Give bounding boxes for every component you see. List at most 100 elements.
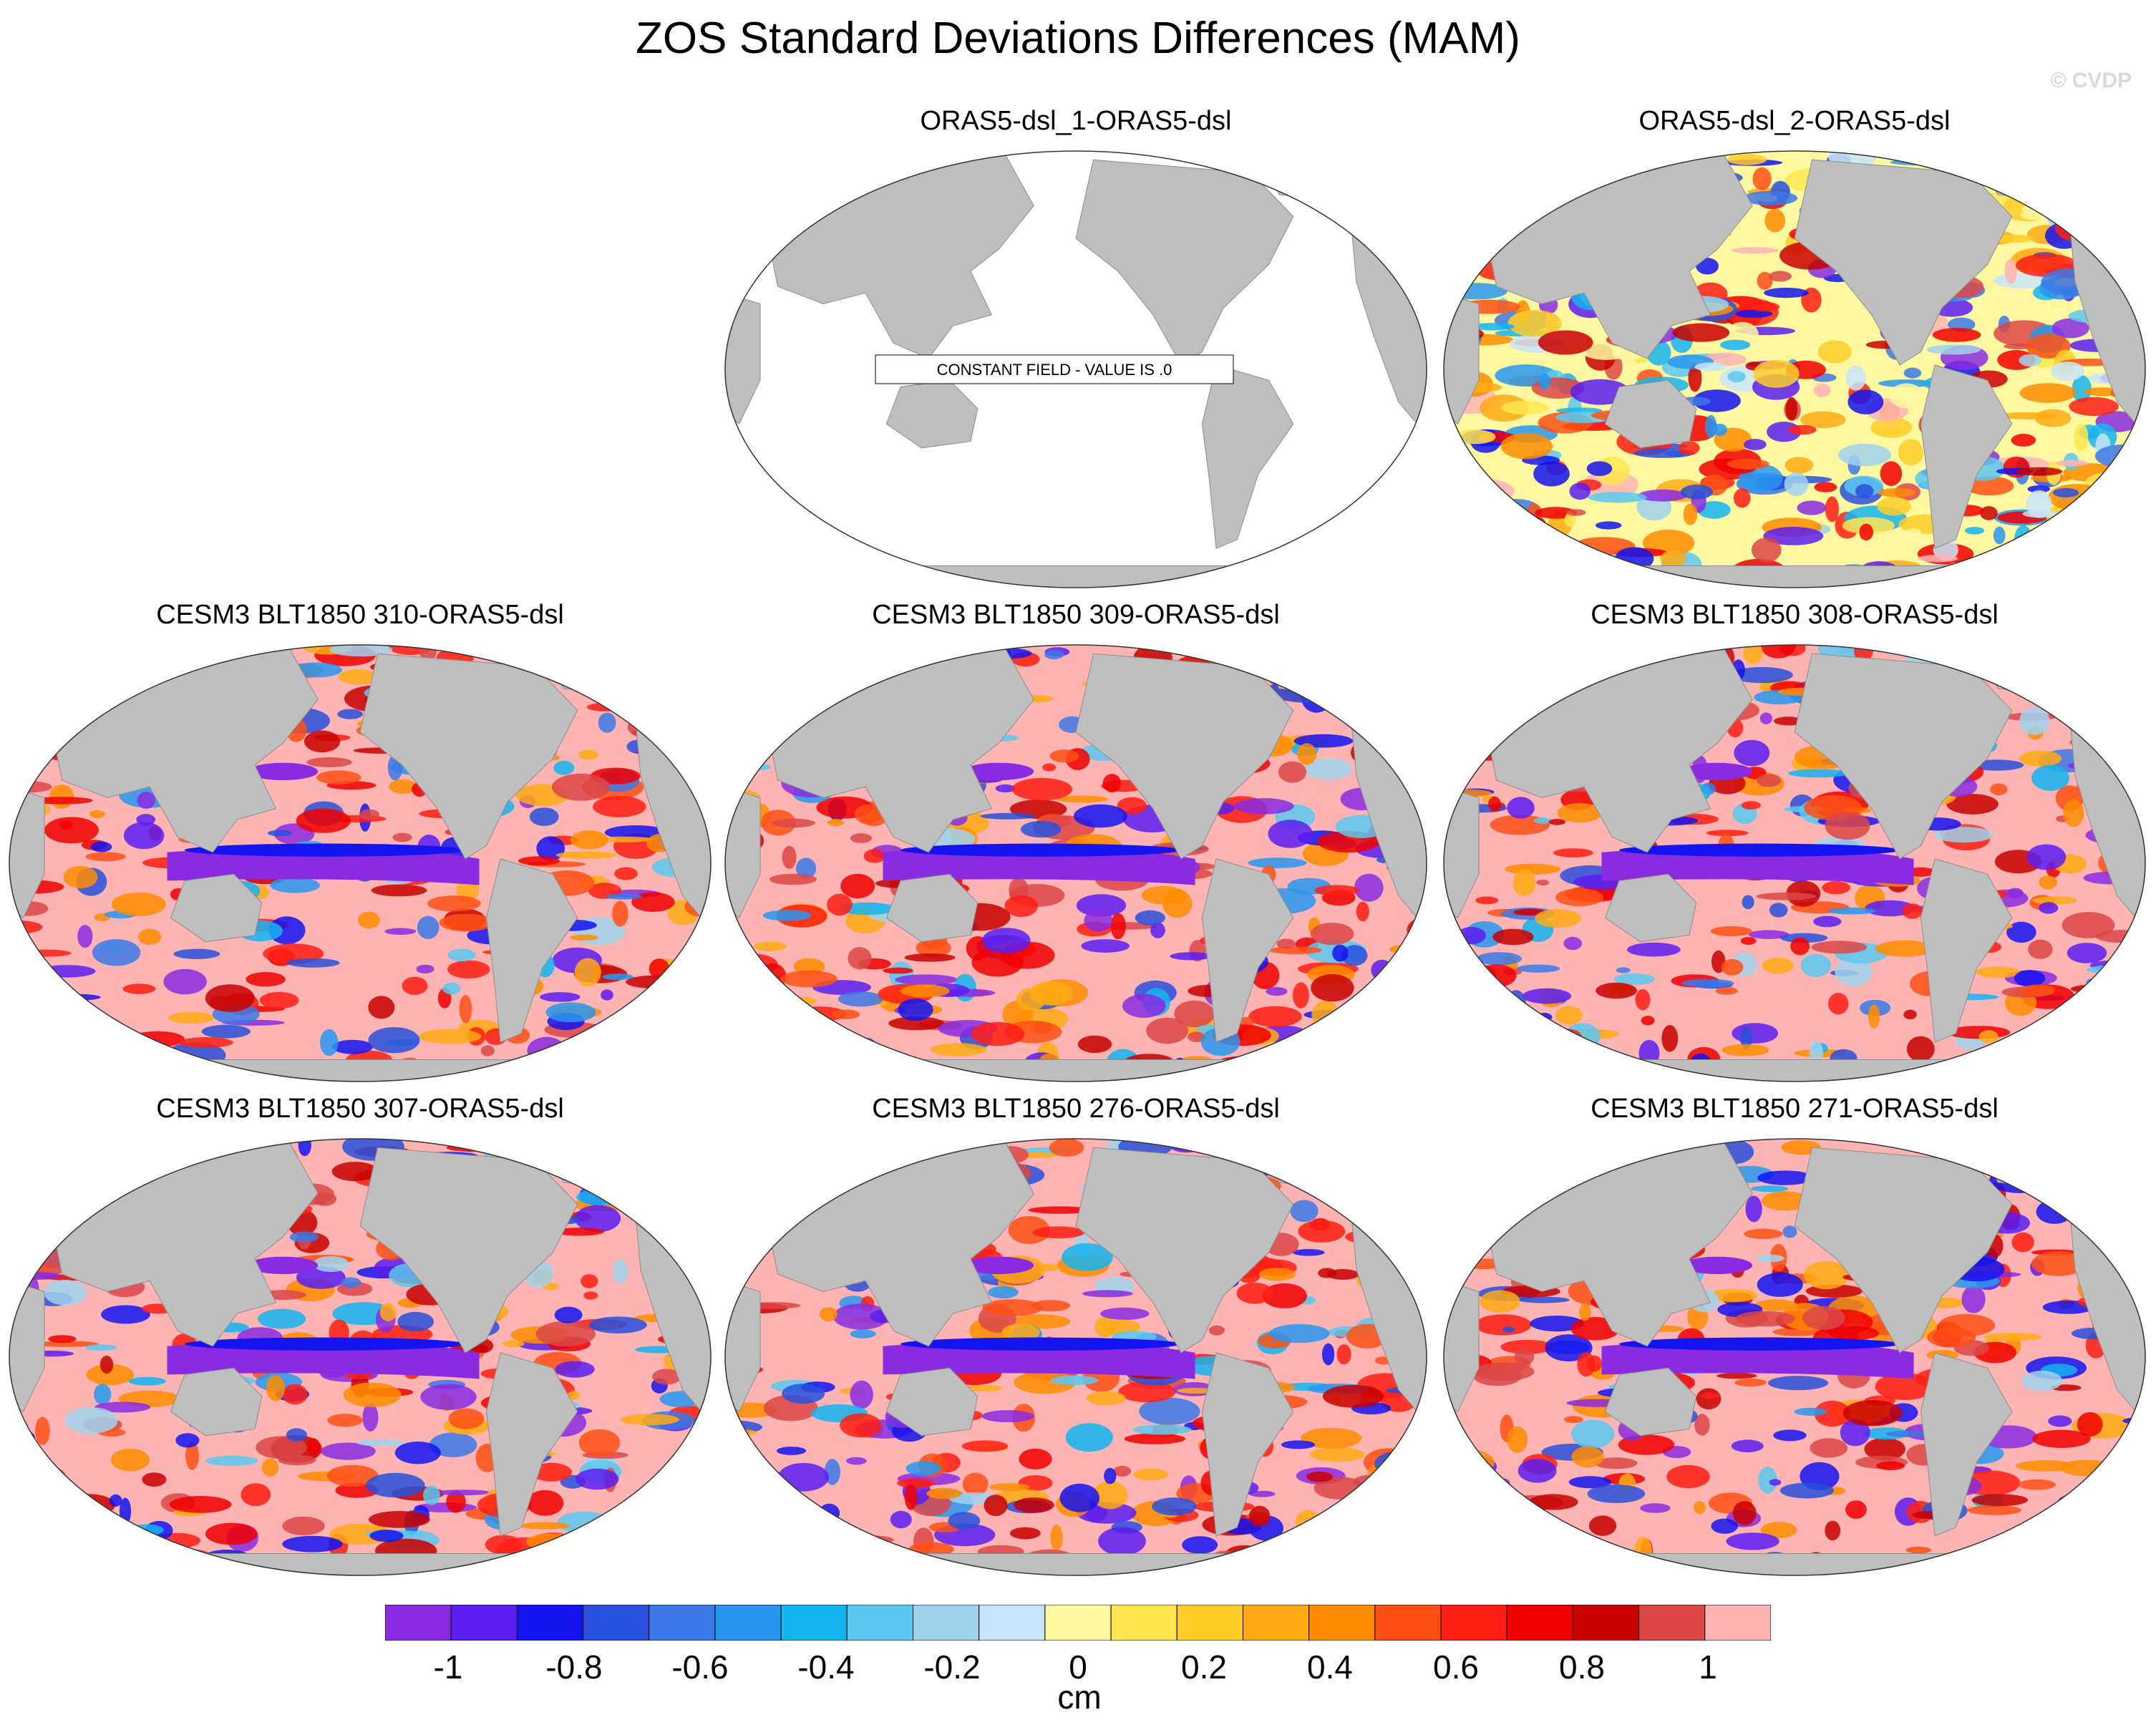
- field-blob: [44, 817, 99, 844]
- land-mask: [485, 858, 578, 1043]
- field-blob: [800, 667, 840, 689]
- field-blob: [137, 792, 156, 809]
- field-blob: [1722, 1044, 1769, 1056]
- field-blob: [1543, 645, 1568, 654]
- field-blob: [1102, 774, 1122, 793]
- field-blob: [1726, 1532, 1779, 1550]
- field-blob: [37, 1071, 95, 1079]
- field-blob: [606, 893, 642, 900]
- field-blob: [2120, 1456, 2145, 1482]
- field-blob: [1082, 1290, 1133, 1298]
- field-blob: [981, 928, 1031, 953]
- field-blob: [1579, 1303, 1591, 1321]
- field-blob: [2103, 493, 2119, 517]
- field-blob: [1538, 1070, 1566, 1082]
- field-blob: [762, 910, 812, 921]
- field-blob: [66, 1495, 92, 1516]
- field-blob: [1446, 236, 1489, 259]
- field-blob: [1292, 1249, 1325, 1256]
- field-blob: [30, 1489, 90, 1511]
- field-blob: [87, 1527, 150, 1550]
- field-blob: [2102, 151, 2123, 158]
- field-blob: [734, 1024, 779, 1052]
- field-blob: [2031, 1251, 2086, 1276]
- colorbar-swatch: [1506, 1605, 1573, 1641]
- field-blob: [1961, 1286, 1986, 1313]
- field-blob: [1295, 1157, 1359, 1169]
- field-blob: [1444, 499, 1497, 513]
- field-blob: [525, 1533, 576, 1550]
- field-blob: [1773, 716, 1804, 726]
- field-blob: [1571, 1419, 1615, 1449]
- field-blob: [79, 649, 101, 664]
- map-panel: CESM3 BLT1850 307-ORAS5-dsl: [6, 1094, 714, 1580]
- field-blob: [10, 1437, 40, 1460]
- field-blob: [1591, 1067, 1610, 1082]
- field-blob: [147, 1548, 209, 1559]
- field-blob: [596, 1051, 626, 1069]
- field-blob: [2018, 1479, 2056, 1490]
- field-blob: [1926, 344, 1981, 355]
- field-blob: [1720, 339, 1751, 351]
- field-blob: [1314, 885, 1359, 896]
- field-blob: [1633, 1536, 1652, 1565]
- field-blob: [2020, 210, 2049, 220]
- field-blob: [2039, 1540, 2087, 1548]
- world-map: [1443, 1138, 2146, 1576]
- field-blob: [827, 893, 853, 916]
- field-blob: [320, 1029, 339, 1056]
- field-blob: [1104, 1467, 1117, 1484]
- field-blob: [1403, 1439, 1427, 1460]
- field-blob: [1693, 1501, 1706, 1515]
- land-mask: [1444, 1280, 1480, 1413]
- field-blob: [578, 749, 598, 760]
- field-blob: [1788, 769, 1849, 778]
- field-blob: [572, 1070, 606, 1082]
- field-blob: [1533, 817, 1551, 824]
- field-blob: [1326, 1530, 1354, 1555]
- field-blob: [529, 807, 559, 826]
- field-blob: [1497, 1490, 1515, 1507]
- field-blob: [1304, 758, 1352, 780]
- field-blob: [27, 1522, 63, 1542]
- field-blob: [1505, 1176, 1550, 1190]
- field-blob: [1502, 572, 1517, 588]
- field-blob: [417, 915, 440, 939]
- field-blob: [1341, 945, 1368, 966]
- field-blob: [296, 808, 351, 833]
- field-blob: [1864, 1437, 1905, 1461]
- field-blob: [2095, 1047, 2117, 1068]
- field-blob: [256, 1436, 307, 1459]
- field-blob: [916, 938, 951, 958]
- field-blob: [614, 867, 638, 880]
- field-blob: [267, 830, 293, 837]
- field-blob: [2011, 1232, 2034, 1253]
- field-blob: [1548, 819, 1566, 825]
- field-blob: [1509, 672, 1555, 693]
- field-blob: [2099, 508, 2122, 533]
- field-blob: [1700, 1392, 1720, 1399]
- field-blob: [2086, 977, 2118, 986]
- field-blob: [1524, 536, 1558, 553]
- field-blob: [1683, 503, 1698, 525]
- field-blob: [1870, 417, 1913, 438]
- field-blob: [1514, 1348, 1535, 1365]
- land-mask: [9, 786, 45, 919]
- land-mask: [885, 873, 979, 943]
- field-blob: [1890, 159, 1951, 165]
- field-blob: [2041, 679, 2103, 709]
- field-blob: [963, 762, 1034, 781]
- field-blob: [661, 1158, 711, 1172]
- field-blob: [753, 1550, 777, 1558]
- field-blob: [1288, 1139, 1319, 1160]
- field-blob: [1092, 1480, 1128, 1510]
- field-blob: [831, 1009, 860, 1019]
- field-blob: [2099, 240, 2145, 251]
- field-blob: [552, 773, 611, 801]
- field-blob: [107, 1558, 162, 1575]
- field-blob: [1501, 401, 1550, 415]
- field-blob: [1334, 1139, 1381, 1162]
- world-map: CONSTANT FIELD - VALUE IS .0: [724, 150, 1427, 588]
- equatorial-band: [1619, 843, 1900, 857]
- field-blob: [2085, 178, 2102, 195]
